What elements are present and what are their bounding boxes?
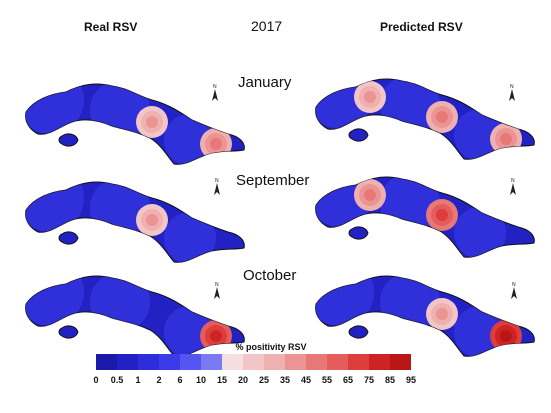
legend-tick-label: 25	[258, 375, 270, 385]
legend-swatch	[138, 354, 159, 370]
isle-shape	[348, 325, 369, 339]
isle-shape	[58, 231, 79, 245]
legend-tick-label: 85	[384, 375, 396, 385]
map-predicted-october	[315, 275, 535, 357]
legend-tick-label: 1	[135, 375, 141, 385]
north-arrow-icon: N	[212, 84, 218, 101]
legend-swatch	[390, 354, 411, 370]
legend-tick-label: 15	[216, 375, 228, 385]
hotspot-contour	[364, 189, 376, 201]
legend-tick-label: 20	[237, 375, 249, 385]
north-arrow-icon: N	[511, 282, 517, 299]
svg-text:N: N	[213, 84, 217, 90]
contour-band	[25, 84, 84, 134]
legend-swatch	[285, 354, 306, 370]
legend-swatch	[180, 354, 201, 370]
legend-tick-label: 95	[405, 375, 417, 385]
legend-swatch	[159, 354, 180, 370]
legend-tick-label: 55	[321, 375, 333, 385]
isle-shape	[58, 325, 79, 339]
hotspot-contour	[364, 91, 376, 103]
predicted-rsv-header: Predicted RSV	[380, 20, 463, 34]
hotspot-contour	[436, 308, 448, 320]
legend-swatch	[117, 354, 138, 370]
legend-swatch	[96, 354, 117, 370]
hotspot-contour	[436, 209, 448, 221]
contour-band	[25, 276, 84, 326]
north-arrow-icon: N	[510, 178, 516, 195]
hotspot-contour	[500, 330, 512, 342]
legend-color-bar	[96, 354, 411, 370]
isle-shape	[58, 133, 79, 147]
contour-band	[90, 276, 150, 332]
legend-swatch	[369, 354, 390, 370]
map-real-january	[25, 83, 245, 165]
hotspot-contour	[500, 133, 512, 145]
isle-shape	[348, 226, 369, 240]
legend-tick-label: 35	[279, 375, 291, 385]
legend-swatch	[327, 354, 348, 370]
hotspot-contour	[146, 214, 158, 226]
legend-tick-label: 6	[177, 375, 183, 385]
legend-tick-label: 10	[195, 375, 207, 385]
map-predicted-september	[315, 176, 535, 258]
month-label-january: January	[238, 74, 292, 91]
svg-text:N: N	[512, 282, 516, 288]
legend-tick-label: 2	[156, 375, 162, 385]
legend-title: % positivity RSV	[235, 342, 307, 352]
map-real-september	[25, 181, 245, 263]
legend-swatch	[348, 354, 369, 370]
map-predicted-january	[315, 78, 535, 160]
svg-text:N: N	[215, 178, 219, 184]
legend-tick-label: 45	[300, 375, 312, 385]
hotspot-contour	[210, 138, 222, 150]
contour-band	[454, 207, 506, 258]
svg-text:N: N	[510, 84, 514, 90]
svg-text:N: N	[511, 178, 515, 184]
legend-tick-label: 0	[93, 375, 99, 385]
legend-swatch	[201, 354, 222, 370]
contour-band	[315, 177, 374, 227]
north-arrow-icon: N	[214, 282, 220, 299]
contour-band	[164, 212, 216, 263]
legend-swatch	[222, 354, 243, 370]
legend-tick-label: 65	[342, 375, 354, 385]
isle-shape	[348, 128, 369, 142]
legend-swatch	[306, 354, 327, 370]
hotspot-contour	[436, 111, 448, 123]
north-arrow-icon: N	[509, 84, 515, 101]
legend-tick-label: 0.5	[110, 375, 124, 385]
year-label: 2017	[251, 18, 283, 34]
map-real-october	[25, 275, 245, 357]
legend-swatch	[264, 354, 285, 370]
month-label-october: October	[243, 267, 297, 284]
hotspot-contour	[210, 330, 222, 342]
legend-swatch	[243, 354, 264, 370]
svg-text:N: N	[215, 282, 219, 288]
contour-band	[315, 276, 374, 326]
legend-tick-label: 75	[363, 375, 375, 385]
contour-band	[25, 182, 84, 232]
month-label-september: September	[236, 172, 310, 189]
legend-ticks: 0 0.5 1 2 6 10 15 20 25 35 45 55 65 75 85 95	[93, 375, 446, 389]
contour-band	[315, 79, 374, 129]
real-rsv-header: Real RSV	[84, 20, 138, 34]
hotspot-contour	[146, 116, 158, 128]
north-arrow-icon: N	[214, 178, 220, 195]
